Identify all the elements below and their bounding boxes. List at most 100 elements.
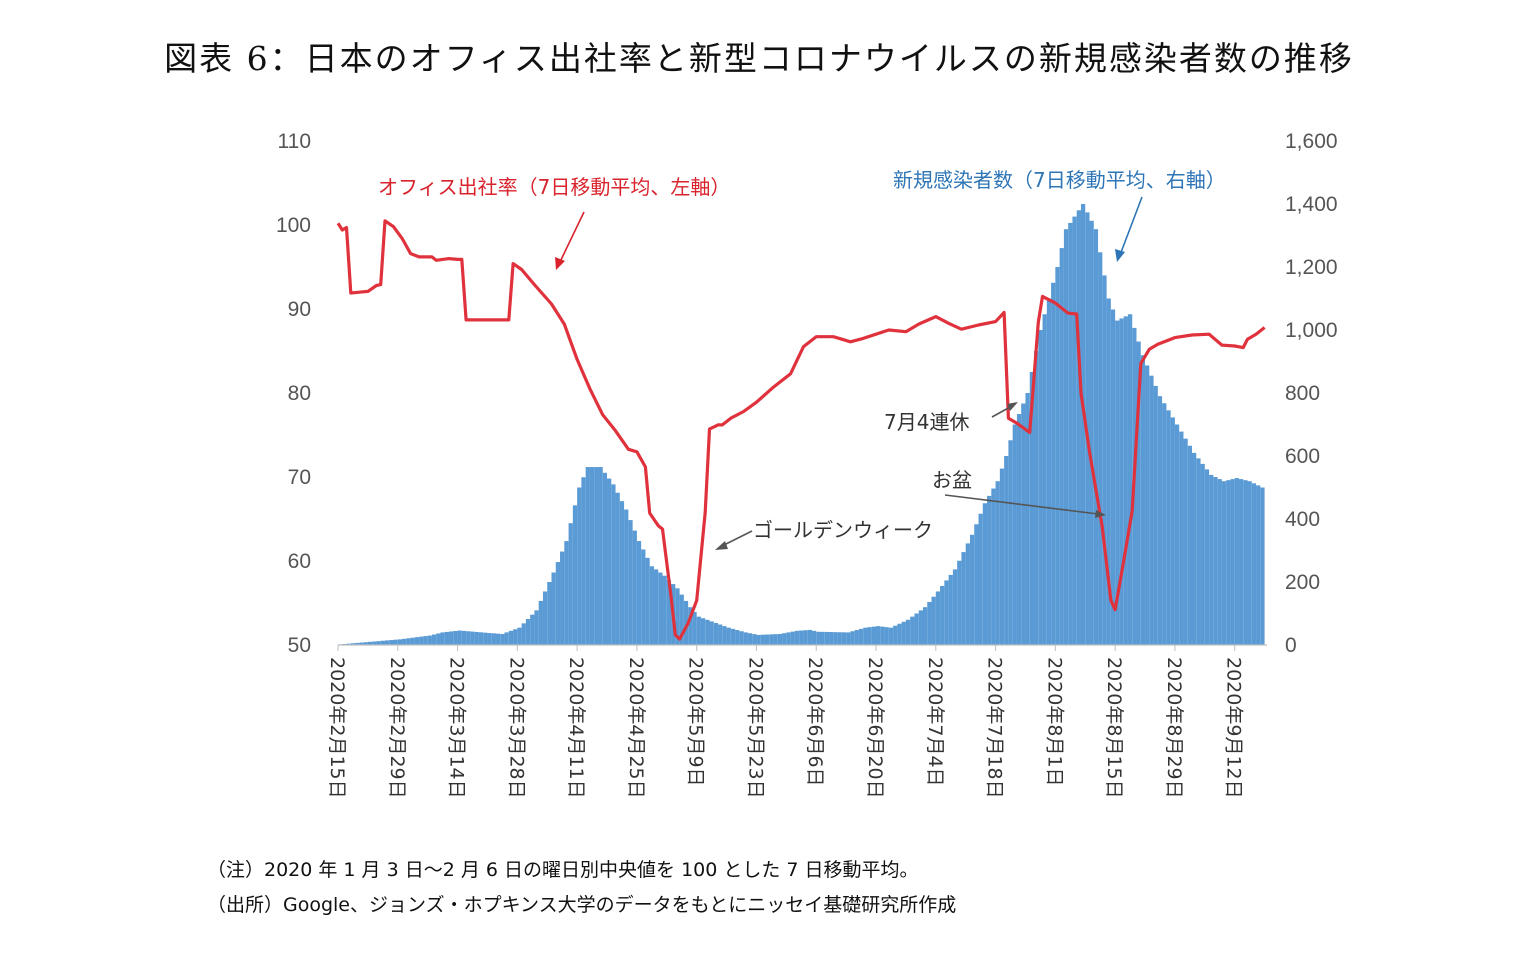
case-bar <box>769 634 774 645</box>
x-tick-label: 2020年5月23日 <box>745 657 767 799</box>
case-bar <box>1174 424 1180 645</box>
case-bar <box>1209 474 1214 645</box>
case-bar <box>658 572 663 645</box>
case-bar <box>628 520 633 645</box>
case-bar <box>1217 479 1222 645</box>
right-tick-label: 1,600 <box>1285 130 1338 153</box>
x-tick-label: 2020年8月29日 <box>1163 657 1185 799</box>
case-bar <box>376 641 381 645</box>
case-bar <box>602 472 608 645</box>
case-bar <box>1076 210 1081 646</box>
case-bar <box>560 551 565 645</box>
case-bar <box>829 632 834 645</box>
case-bar <box>525 619 531 645</box>
case-bar <box>1179 431 1184 645</box>
case-bar <box>359 642 364 645</box>
case-bar <box>594 467 599 645</box>
case-bar <box>974 524 979 645</box>
case-bar <box>1110 309 1116 645</box>
case-bar <box>564 541 569 645</box>
case-bar <box>444 631 450 645</box>
case-bar <box>1055 267 1060 645</box>
case-bar <box>931 596 936 645</box>
case-bar <box>619 501 625 645</box>
case-bar <box>709 621 714 646</box>
cases-label-arrowhead <box>1115 249 1125 262</box>
case-bar <box>760 634 765 645</box>
case-bar <box>466 631 471 645</box>
case-bar <box>679 594 684 645</box>
case-bar <box>722 626 727 645</box>
case-bar <box>794 630 800 645</box>
case-bar <box>782 633 787 645</box>
case-bar <box>517 627 522 645</box>
left-axis: 110 100 90 80 70 60 50 <box>276 130 311 657</box>
case-bar <box>1166 410 1171 645</box>
case-bar <box>427 635 432 645</box>
case-bar <box>521 623 526 645</box>
x-tick-label: 2020年4月25日 <box>625 657 647 799</box>
case-bar <box>1136 341 1141 645</box>
case-bar <box>692 611 697 645</box>
case-bar <box>649 566 654 645</box>
right-tick-label: 200 <box>1285 571 1320 594</box>
case-bar <box>440 632 445 645</box>
case-bar <box>1247 481 1252 645</box>
case-bar <box>419 636 424 645</box>
x-axis: 2020年2月15日 2020年2月29日 2020年3月14日 2020年3月28日… <box>326 645 1245 799</box>
case-bar <box>1162 403 1167 645</box>
case-bar <box>982 503 988 645</box>
case-bar <box>470 631 475 645</box>
case-bar <box>1123 316 1128 645</box>
case-bar <box>833 632 838 645</box>
case-bar <box>683 600 689 645</box>
case-bar <box>636 541 642 645</box>
gw-arrow <box>721 530 753 547</box>
case-bar <box>1170 417 1175 645</box>
case-bar <box>1042 314 1047 645</box>
case-bar <box>1230 479 1235 645</box>
case-bar <box>730 628 736 645</box>
case-bar <box>854 630 859 645</box>
case-bar <box>431 634 437 645</box>
case-bar <box>999 468 1005 645</box>
x-tick-label: 2020年2月15日 <box>326 657 348 799</box>
case-bar <box>1140 355 1146 645</box>
case-bar <box>436 633 441 645</box>
right-tick-label: 800 <box>1285 382 1320 405</box>
case-bar <box>747 633 753 645</box>
case-bar <box>478 632 484 645</box>
case-bar <box>1256 485 1261 645</box>
case-bar <box>756 634 761 645</box>
x-tick-label: 2020年6月6日 <box>804 657 826 787</box>
case-bar <box>632 530 637 645</box>
case-bar <box>461 630 467 645</box>
office-label-arrowhead <box>555 257 565 270</box>
x-tick-label: 2020年4月11日 <box>565 657 587 799</box>
case-bar <box>504 632 509 645</box>
case-bar <box>897 623 902 645</box>
case-bar <box>1243 480 1248 645</box>
case-bar <box>777 633 783 645</box>
case-bar <box>893 625 898 645</box>
case-bar <box>380 640 385 645</box>
case-bar <box>406 638 411 645</box>
case-bar <box>346 643 351 645</box>
case-bar <box>1089 220 1094 646</box>
left-tick-label: 100 <box>276 214 311 237</box>
case-bar <box>508 630 514 645</box>
case-bars <box>338 204 1265 646</box>
x-tick-label: 2020年2月29日 <box>386 657 408 799</box>
case-bar <box>572 505 578 645</box>
case-bar <box>1102 275 1107 645</box>
case-bar <box>803 630 808 645</box>
case-bar <box>491 633 496 645</box>
case-bar <box>1127 314 1133 645</box>
case-bar <box>910 616 915 645</box>
case-bar <box>888 627 894 645</box>
case-bar <box>414 637 420 645</box>
gw-arrowhead <box>715 541 728 550</box>
right-tick-label: 600 <box>1285 445 1320 468</box>
right-tick-label: 1,200 <box>1285 256 1338 279</box>
